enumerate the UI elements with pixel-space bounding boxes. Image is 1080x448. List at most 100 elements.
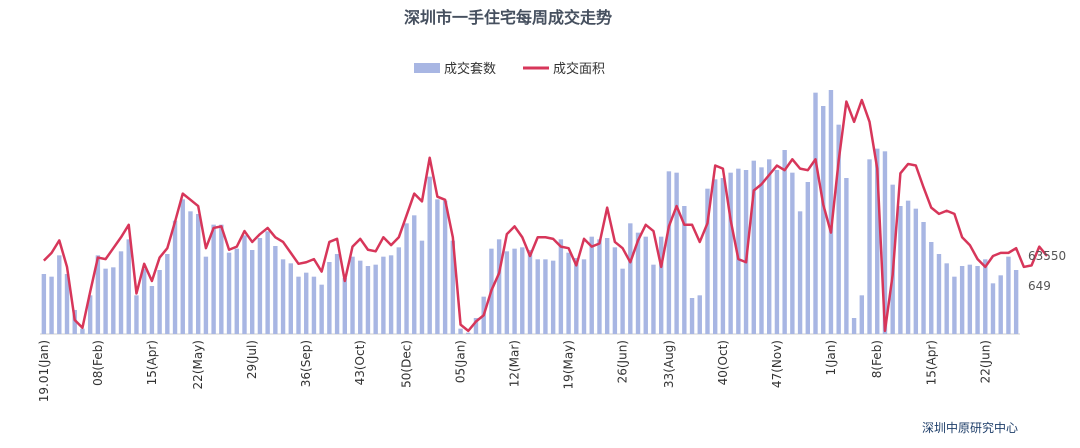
bar (658, 236, 664, 334)
bar (41, 274, 47, 334)
legend-bar-swatch (414, 63, 440, 73)
legend-item-area: 成交面积 (553, 61, 605, 77)
x-tick-label: 22(Jun) (978, 340, 992, 383)
bar (288, 263, 293, 334)
bar (365, 266, 371, 334)
bar (975, 266, 980, 334)
bar (118, 251, 124, 334)
x-tick-label: 33(Aug) (662, 340, 676, 388)
bar (396, 247, 402, 334)
bar (790, 172, 795, 334)
bar (250, 250, 255, 334)
bar (450, 240, 456, 334)
bar (574, 258, 579, 334)
bar (805, 182, 810, 334)
bar (736, 168, 741, 334)
bar (242, 235, 247, 334)
x-axis-labels: 19.01(Jan) 08(Feb) 15(Apr) 22(May) 29(Jul) 36… (37, 340, 992, 402)
bar (527, 250, 533, 334)
bar (628, 223, 633, 334)
bar (836, 124, 841, 334)
bar (550, 260, 556, 334)
bar (682, 206, 687, 334)
end-label-units: 649 (1028, 279, 1051, 293)
bar (195, 214, 201, 334)
bar (566, 252, 571, 334)
bar (319, 284, 324, 334)
bar (898, 206, 903, 334)
source-credit: 深圳中原研究中心 (922, 420, 1018, 435)
bar (867, 159, 872, 334)
bar (149, 286, 155, 334)
bar (265, 231, 270, 334)
x-tick-label: 08(Feb) (91, 340, 105, 386)
bar (759, 167, 764, 334)
bar (797, 211, 803, 334)
bar (72, 310, 77, 334)
bar (983, 259, 988, 334)
bar (512, 248, 517, 334)
bar (589, 236, 594, 334)
bar (821, 106, 826, 334)
bar (612, 247, 618, 334)
bar (921, 222, 926, 334)
bar (674, 172, 679, 334)
x-tick-label: 15(Apr) (924, 340, 938, 385)
bar (597, 239, 602, 334)
bar (327, 262, 332, 334)
bar (713, 179, 718, 334)
bar (87, 295, 93, 334)
bar (875, 148, 880, 334)
legend-item-units: 成交套数 (444, 61, 496, 77)
bar (404, 223, 409, 334)
bar (103, 268, 108, 334)
bar (180, 199, 185, 334)
bar (134, 295, 139, 334)
x-tick-label: 47(Nov) (770, 340, 784, 388)
bar (782, 150, 787, 334)
bar (350, 256, 355, 334)
bar (111, 267, 116, 334)
bar (334, 254, 340, 334)
bar (257, 238, 263, 334)
bar (358, 260, 363, 334)
bar (828, 90, 834, 334)
line-series (42, 98, 1048, 333)
bar (651, 264, 656, 334)
x-tick-label: 1(Jan) (824, 340, 838, 376)
bar (419, 240, 425, 334)
bar (466, 332, 471, 334)
bar (558, 239, 564, 334)
bar (705, 188, 710, 334)
x-tick-label: 50(Dec) (400, 340, 414, 388)
bar (157, 270, 162, 334)
bar (689, 298, 695, 334)
bar (188, 211, 193, 334)
bar (427, 176, 432, 334)
bar (581, 259, 587, 334)
bar (1006, 256, 1011, 334)
bar (728, 172, 733, 334)
bar (304, 272, 309, 334)
bar (211, 224, 216, 334)
bar (412, 215, 417, 334)
bar (311, 276, 317, 334)
bar (165, 254, 170, 334)
bar (697, 295, 702, 334)
bar (620, 268, 625, 334)
bar (57, 255, 62, 334)
bar (342, 278, 347, 334)
bar (635, 232, 641, 334)
bar (952, 276, 957, 334)
bar (998, 275, 1003, 334)
x-tick-label: 05(Jan) (454, 340, 468, 383)
x-tick-label: 19(May) (562, 340, 576, 389)
chart-title: 深圳市一手住宅每周成交走势 (404, 8, 612, 27)
bar (172, 220, 178, 334)
bar (851, 318, 857, 334)
bar (381, 256, 386, 334)
bar (666, 171, 672, 334)
bar (936, 254, 942, 334)
bar (273, 246, 278, 334)
